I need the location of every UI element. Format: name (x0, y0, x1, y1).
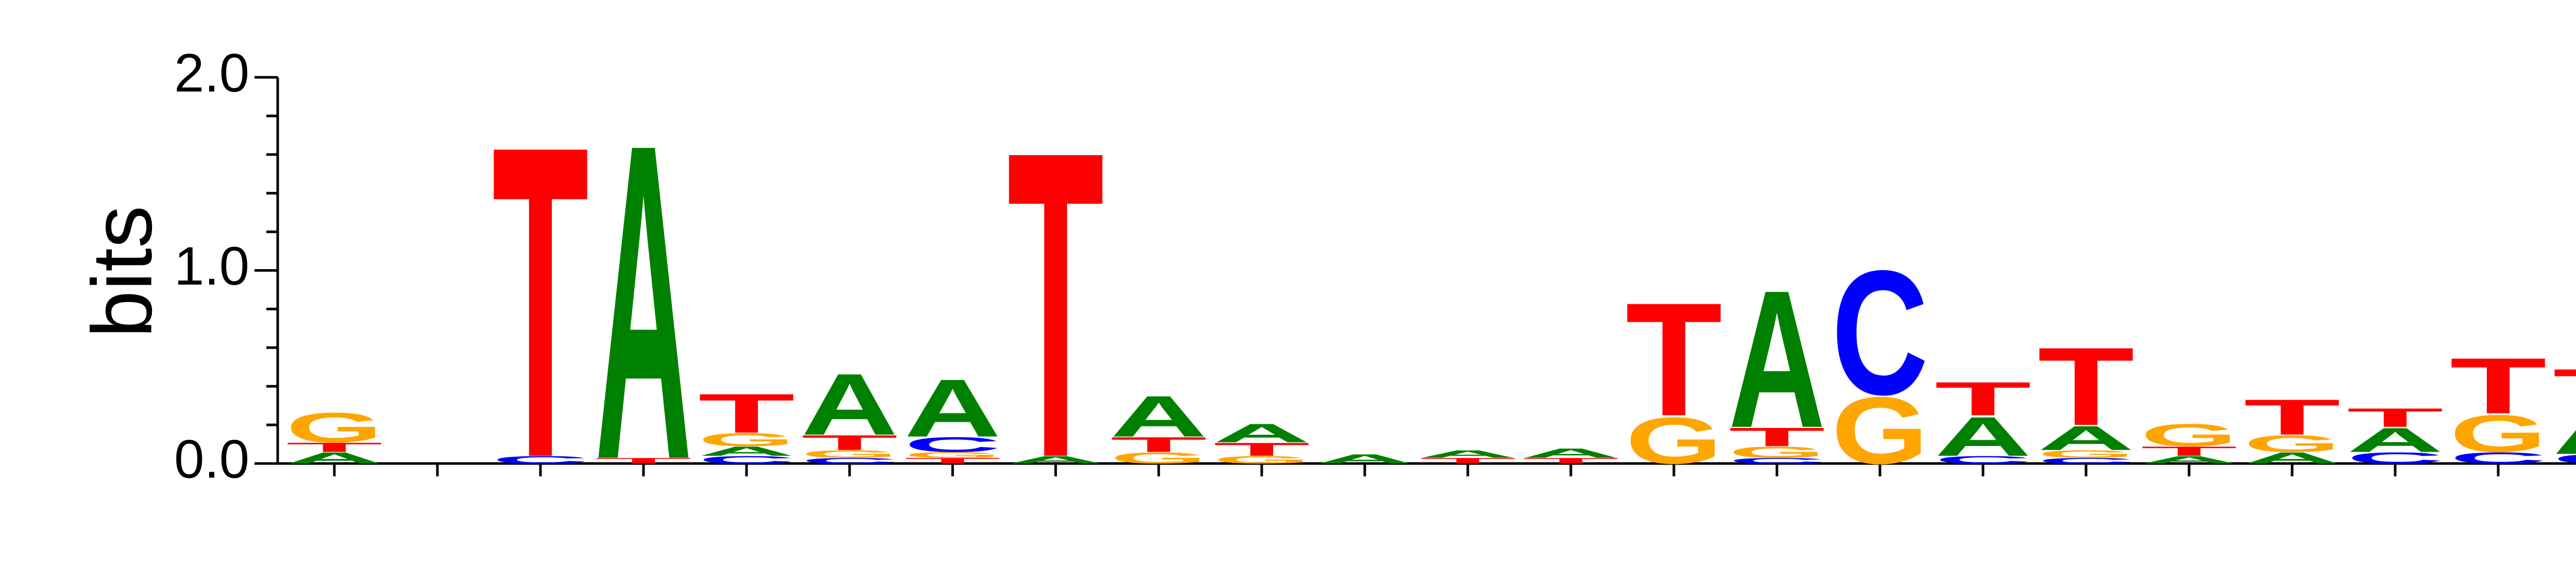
logo-letter: T (2244, 389, 2341, 445)
logo-letter: T (2141, 444, 2238, 458)
logo-letter: A (1935, 406, 2031, 468)
logo-letter: A (2553, 401, 2576, 467)
logo-letter: A (1522, 446, 1619, 460)
logo-letter: G (904, 451, 1001, 459)
logo-letter: A (2347, 421, 2444, 460)
logo-letter: T (1419, 456, 1516, 465)
logo-letter: G (2141, 418, 2238, 453)
logo-letter: A (904, 363, 1001, 454)
logo-letter: C (492, 454, 589, 466)
logo-letter: G (801, 449, 898, 460)
logo-letter: C (2553, 452, 2576, 466)
logo-letter: T (1522, 456, 1619, 465)
logo-letter: G (1213, 454, 1310, 466)
logo-letter: T (904, 456, 1001, 465)
logo-letter: A (1110, 384, 1207, 449)
logo-letter: C (1935, 454, 2031, 466)
y-tick-label: 0.0 (174, 429, 249, 490)
logo-letter: A (1213, 418, 1310, 448)
logo-letter: T (2347, 403, 2444, 433)
logo-letter: G (1728, 443, 1825, 461)
logo-letter: C (1832, 234, 1928, 432)
y-tick-label: 2.0 (174, 43, 249, 104)
logo-letter: T (801, 431, 898, 455)
logo-letter: C (2450, 449, 2547, 467)
logo-letter: T (492, 54, 589, 551)
logo-letter: G (2450, 404, 2547, 463)
logo-letter: G (1110, 449, 1207, 467)
logo-letter: G (1832, 377, 1928, 484)
logo-letter: C (698, 454, 795, 466)
logo-letter: C (801, 456, 898, 465)
logo-letter: C (2347, 449, 2444, 467)
logo-letter: A (1007, 454, 1104, 466)
logo-letter: A (2038, 419, 2134, 458)
logo-letter: A (286, 449, 383, 467)
logo-letter: T (698, 383, 795, 445)
logo-letter: A (595, 50, 692, 553)
logo-letter: T (1007, 60, 1104, 549)
logo-letter: C (2038, 456, 2134, 465)
logo-letter: A (2244, 449, 2341, 467)
logo-letter: G (286, 404, 383, 452)
logo-letter: A (1316, 452, 1413, 466)
y-tick-label: 1.0 (174, 236, 249, 296)
logo-letter: A (1728, 249, 1825, 468)
logo-letter: C (1728, 456, 1825, 465)
logo-letter: T (2553, 357, 2576, 425)
logo-letter: A (801, 356, 898, 454)
logo-letter: G (2038, 449, 2134, 460)
y-axis-label: bits (75, 206, 170, 338)
logo-letter: G (698, 429, 795, 450)
logo-letter: T (286, 440, 383, 455)
logo-letter: A (2141, 454, 2238, 466)
logo-letter: T (2450, 341, 2547, 430)
logo-letter: A (1419, 449, 1516, 460)
logo-letter: C (904, 433, 1001, 457)
logo-letter: T (1213, 439, 1310, 459)
logo-letter: T (595, 456, 692, 465)
logo-letter: A (698, 444, 795, 458)
logo-letter: T (1110, 433, 1207, 457)
logo-letter: G (2244, 430, 2341, 457)
logo-letter: G (1625, 404, 1722, 478)
logo-letter: T (1625, 269, 1722, 450)
logo-letter: T (1935, 373, 2031, 426)
logo-letter: T (2038, 324, 2134, 449)
logo-letter: T (1728, 422, 1825, 452)
